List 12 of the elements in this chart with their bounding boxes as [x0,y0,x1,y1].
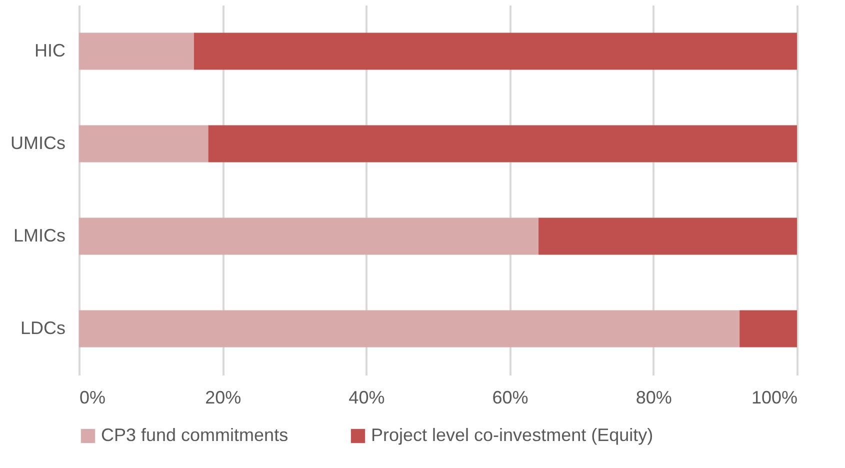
y-tick-label: LMICs [13,225,66,246]
y-tick-label: UMICs [10,132,66,153]
y-tick-label: HIC [34,40,66,60]
x-tick-label: 100% [751,388,798,408]
x-tick-label: 40% [348,388,385,408]
x-tick-label: 20% [205,388,242,408]
legend-label: CP3 fund commitments [101,425,288,445]
x-tick-label: 60% [492,388,528,408]
x-tick-label: 80% [636,388,672,408]
x-tick-label: 0% [80,388,106,408]
y-tick-label: LDCs [20,318,66,338]
legend-label: Project level co-investment (Equity) [371,425,654,445]
